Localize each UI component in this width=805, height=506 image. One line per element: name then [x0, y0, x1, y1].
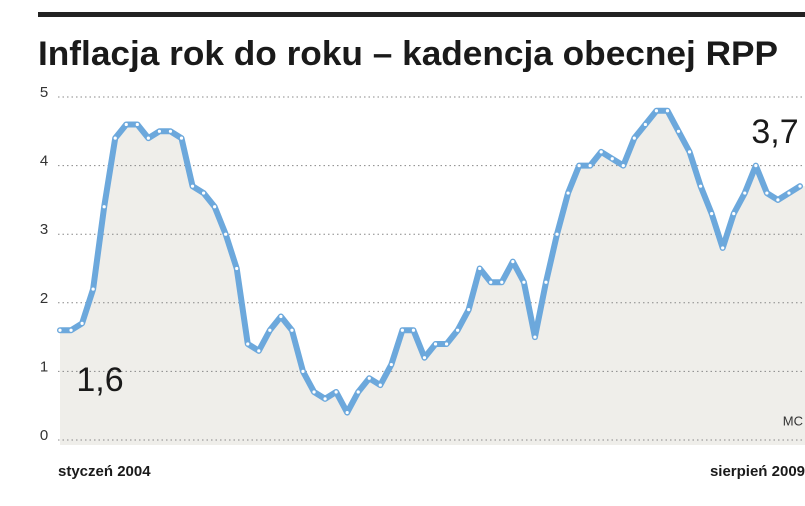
- point: [566, 191, 570, 195]
- point: [124, 122, 128, 127]
- point: [168, 129, 173, 133]
- point: [621, 164, 625, 168]
- point: [489, 280, 493, 284]
- point: [798, 184, 802, 188]
- point: [765, 191, 769, 195]
- point: [698, 184, 703, 188]
- point: [113, 136, 117, 140]
- point: [235, 266, 239, 271]
- point: [511, 260, 515, 264]
- line: [57, 107, 803, 416]
- point: [279, 314, 283, 319]
- point: [555, 232, 559, 236]
- point: [91, 287, 95, 291]
- point: [102, 205, 106, 209]
- y-tick-label: 0: [40, 427, 48, 444]
- point: [754, 164, 758, 168]
- point: [179, 136, 184, 140]
- point: [345, 410, 349, 415]
- point: [301, 369, 305, 373]
- point: [334, 390, 338, 394]
- point: [478, 266, 482, 271]
- point: [157, 129, 162, 133]
- point: [69, 328, 73, 332]
- point: [665, 109, 670, 113]
- point: [654, 109, 659, 113]
- point: [632, 136, 636, 140]
- point: [378, 383, 382, 387]
- point: [58, 328, 62, 332]
- point: [290, 328, 294, 332]
- point: [367, 376, 371, 380]
- y-tick-label: 2: [40, 290, 48, 307]
- point: [787, 191, 791, 195]
- point: [588, 164, 592, 168]
- point: [776, 198, 780, 202]
- x-tick-label: styczeń 2004: [58, 463, 151, 480]
- value-label: 1,6: [76, 361, 123, 399]
- point: [743, 191, 747, 195]
- x-tick-label: sierpień 2009: [710, 463, 805, 480]
- point: [135, 122, 139, 127]
- point: [643, 122, 647, 127]
- point: [732, 212, 736, 216]
- point: [610, 157, 614, 161]
- point: [456, 328, 460, 332]
- point: [710, 212, 714, 216]
- point: [533, 335, 537, 339]
- point: [676, 129, 681, 133]
- point: [721, 246, 725, 250]
- point: [257, 349, 261, 353]
- y-tick-label: 4: [40, 153, 48, 170]
- point: [444, 342, 449, 346]
- point: [522, 280, 526, 284]
- point: [213, 205, 217, 209]
- value-label: 3,7: [751, 113, 798, 151]
- top-rule: [38, 12, 805, 17]
- point: [400, 328, 404, 332]
- point: [467, 308, 471, 312]
- point: [268, 328, 272, 332]
- point: [544, 280, 548, 284]
- point: [500, 280, 504, 284]
- point: [599, 150, 603, 154]
- point: [224, 232, 228, 236]
- point: [356, 390, 360, 394]
- credit: MC: [783, 413, 803, 428]
- y-tick-label: 1: [40, 358, 48, 375]
- point: [312, 390, 316, 394]
- y-tick-label: 3: [40, 221, 48, 238]
- area: [60, 110, 805, 445]
- point: [577, 164, 581, 168]
- point: [146, 136, 150, 140]
- y-tick-label: 5: [40, 84, 48, 101]
- point: [433, 342, 438, 346]
- point: [389, 362, 393, 367]
- point: [201, 191, 206, 195]
- point: [80, 321, 84, 325]
- point: [190, 184, 195, 188]
- point: [246, 342, 250, 346]
- point: [687, 150, 692, 154]
- chart-title: Inflacja rok do roku – kadencja obecnej …: [38, 35, 778, 73]
- point: [411, 328, 416, 332]
- point: [323, 397, 327, 401]
- point: [422, 356, 427, 360]
